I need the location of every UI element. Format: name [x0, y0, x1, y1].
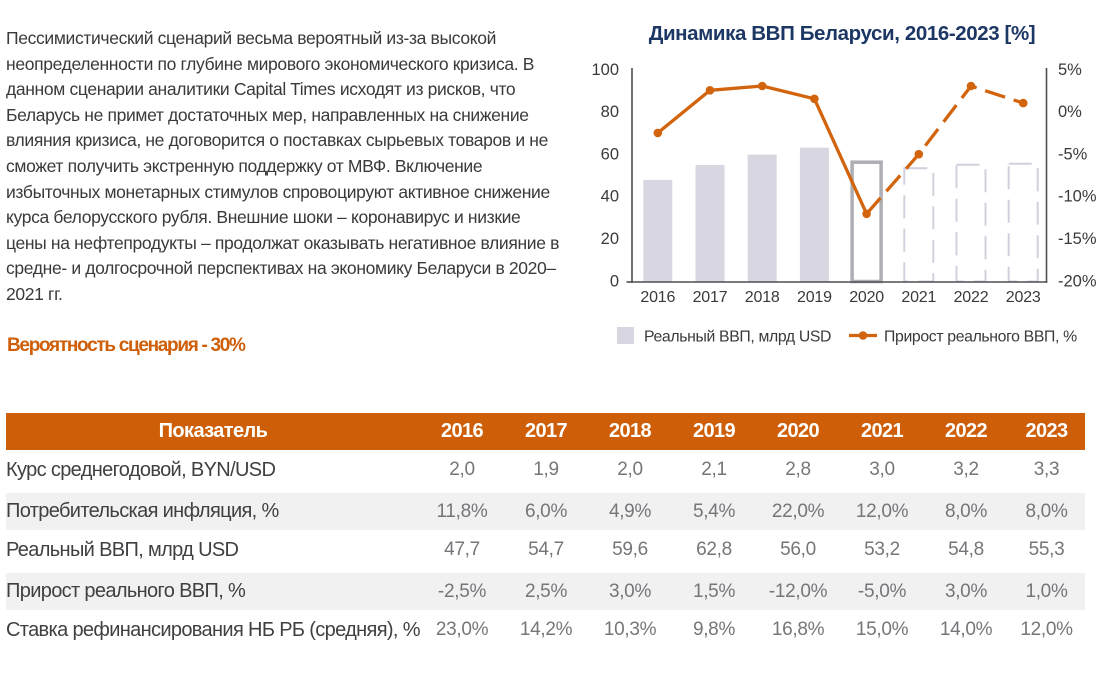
svg-text:2019: 2019	[797, 289, 832, 306]
svg-text:2021: 2021	[901, 289, 936, 306]
svg-text:100: 100	[591, 61, 619, 79]
svg-text:Динамика ВВП Беларуси, 2016-20: Динамика ВВП Беларуси, 2016-2023 [%]	[649, 22, 1035, 45]
svg-text:-10%: -10%	[1058, 188, 1097, 206]
svg-text:0%: 0%	[1058, 103, 1082, 121]
svg-text:5%: 5%	[1058, 61, 1082, 79]
svg-text:2020: 2020	[849, 289, 884, 306]
svg-text:Реальный ВВП, млрд USD: Реальный ВВП, млрд USD	[644, 329, 831, 346]
svg-text:-15%: -15%	[1058, 230, 1097, 248]
svg-text:80: 80	[601, 103, 619, 121]
svg-text:20: 20	[601, 230, 619, 248]
svg-text:-20%: -20%	[1058, 272, 1097, 290]
svg-text:2017: 2017	[693, 289, 728, 306]
svg-text:40: 40	[601, 188, 619, 206]
svg-text:-5%: -5%	[1058, 145, 1088, 163]
svg-text:60: 60	[601, 145, 619, 163]
svg-text:0: 0	[610, 272, 619, 290]
svg-text:2022: 2022	[954, 289, 989, 306]
svg-text:2018: 2018	[745, 289, 780, 306]
svg-text:Прирост реального ВВП, %: Прирост реального ВВП, %	[884, 329, 1077, 346]
svg-text:2023: 2023	[1006, 289, 1041, 306]
svg-text:2016: 2016	[640, 289, 675, 306]
